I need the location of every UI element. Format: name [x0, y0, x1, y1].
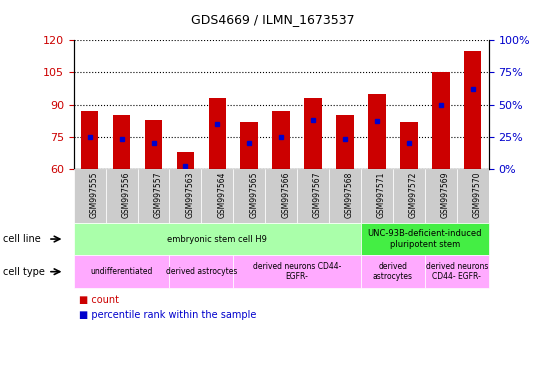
- Text: GSM997570: GSM997570: [473, 172, 482, 218]
- Bar: [201, 169, 233, 223]
- Text: GSM997557: GSM997557: [153, 172, 163, 218]
- Text: ■ count: ■ count: [79, 295, 119, 305]
- Text: cell type: cell type: [3, 266, 45, 277]
- Text: GSM997564: GSM997564: [217, 172, 227, 218]
- Bar: [329, 169, 361, 223]
- Text: derived astrocytes: derived astrocytes: [165, 267, 237, 276]
- Text: ■ percentile rank within the sample: ■ percentile rank within the sample: [79, 310, 257, 320]
- Bar: [177, 152, 194, 169]
- Bar: [233, 169, 265, 223]
- Text: GSM997568: GSM997568: [345, 172, 354, 218]
- Bar: [425, 169, 457, 223]
- Bar: [113, 115, 130, 169]
- Bar: [209, 98, 226, 169]
- Text: embryonic stem cell H9: embryonic stem cell H9: [168, 235, 268, 243]
- Text: GSM997556: GSM997556: [122, 172, 130, 218]
- Text: GSM997555: GSM997555: [90, 172, 99, 218]
- Text: GSM997571: GSM997571: [377, 172, 386, 218]
- Bar: [457, 169, 489, 223]
- Bar: [240, 122, 258, 169]
- Bar: [105, 169, 138, 223]
- Bar: [432, 73, 449, 169]
- Bar: [81, 111, 98, 169]
- Text: derived
astrocytes: derived astrocytes: [373, 262, 413, 281]
- Bar: [464, 51, 482, 169]
- Bar: [361, 169, 393, 223]
- Text: derived neurons CD44-
EGFR-: derived neurons CD44- EGFR-: [253, 262, 341, 281]
- Bar: [169, 169, 201, 223]
- Bar: [74, 169, 105, 223]
- Bar: [145, 120, 162, 169]
- Bar: [272, 111, 290, 169]
- Bar: [297, 169, 329, 223]
- Text: GDS4669 / ILMN_1673537: GDS4669 / ILMN_1673537: [191, 13, 355, 26]
- Text: cell line: cell line: [3, 234, 40, 244]
- Bar: [265, 169, 297, 223]
- Bar: [368, 94, 385, 169]
- Bar: [304, 98, 322, 169]
- Text: derived neurons
CD44- EGFR-: derived neurons CD44- EGFR-: [425, 262, 488, 281]
- Text: GSM997565: GSM997565: [250, 172, 258, 218]
- Text: GSM997563: GSM997563: [186, 172, 194, 218]
- Text: GSM997567: GSM997567: [313, 172, 322, 218]
- Text: GSM997566: GSM997566: [281, 172, 290, 218]
- Bar: [393, 169, 425, 223]
- Bar: [138, 169, 169, 223]
- Text: UNC-93B-deficient-induced
pluripotent stem: UNC-93B-deficient-induced pluripotent st…: [367, 229, 482, 249]
- Text: GSM997569: GSM997569: [441, 172, 450, 218]
- Bar: [400, 122, 418, 169]
- Text: GSM997572: GSM997572: [409, 172, 418, 218]
- Bar: [336, 115, 354, 169]
- Text: undifferentiated: undifferentiated: [91, 267, 153, 276]
